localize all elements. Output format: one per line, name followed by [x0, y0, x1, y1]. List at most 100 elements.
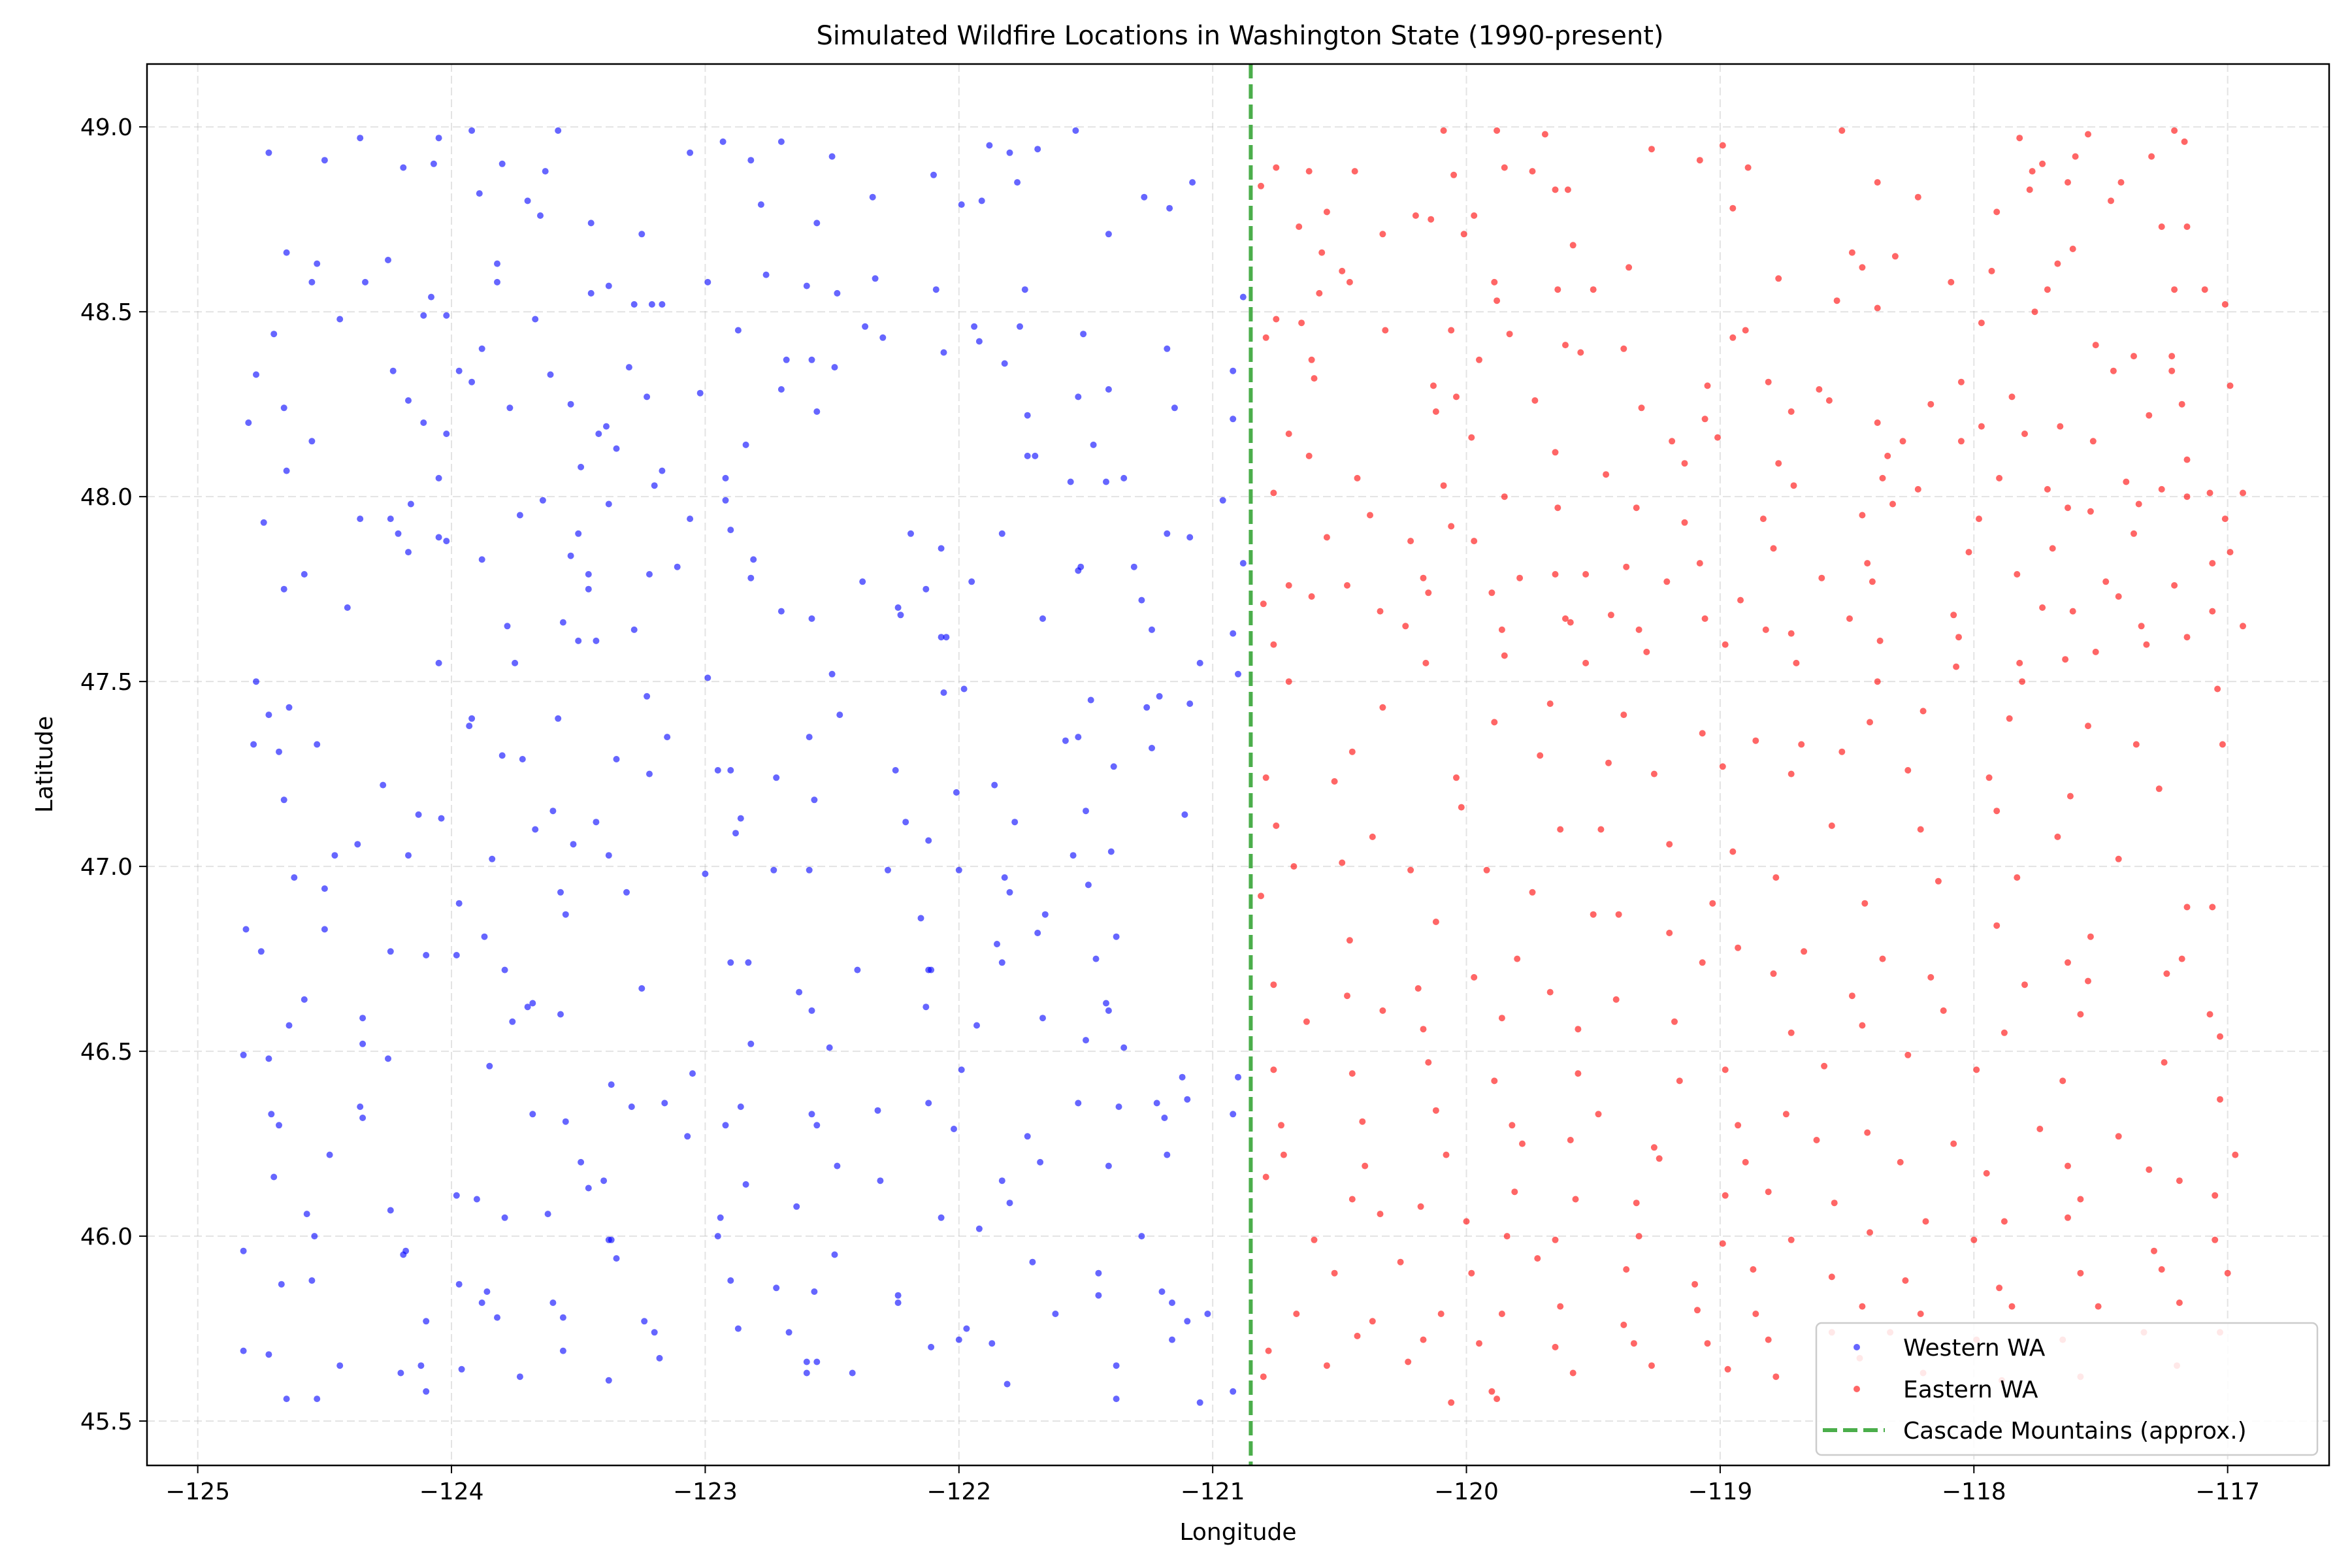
data-point [336, 1362, 344, 1369]
data-point [1189, 179, 1196, 186]
data-point [1612, 996, 1620, 1003]
data-point [826, 1044, 833, 1051]
data-point [1788, 1029, 1795, 1036]
data-point [674, 563, 681, 570]
data-point [1635, 626, 1642, 633]
data-point [544, 1211, 551, 1218]
data-point [2214, 685, 2221, 693]
data-point [1420, 574, 1427, 581]
data-point [1323, 534, 1330, 541]
data-point [1552, 571, 1559, 578]
data-point [1095, 1269, 1102, 1277]
data-point [1075, 1100, 1082, 1107]
data-point [1107, 848, 1115, 855]
data-point [587, 289, 595, 297]
data-point [813, 1122, 821, 1129]
plot-frame [146, 63, 2330, 1467]
data-point [1143, 704, 1151, 711]
data-point [630, 301, 638, 308]
data-point [494, 1314, 500, 1321]
data-point [1985, 774, 1993, 781]
data-point [1833, 297, 1840, 304]
data-point [1120, 474, 1128, 482]
data-point [2178, 955, 2185, 962]
data-point [1891, 253, 1899, 260]
data-point [796, 988, 803, 996]
data-point [1529, 168, 1536, 175]
data-point [478, 1299, 485, 1306]
data-point [2062, 656, 2069, 663]
data-point [1440, 482, 1447, 489]
data-point [1620, 345, 1627, 352]
data-point [1889, 500, 1896, 508]
data-point [417, 1362, 425, 1369]
data-point [1557, 1303, 1564, 1310]
data-point [1181, 811, 1188, 818]
data-point [308, 1277, 316, 1284]
data-point [785, 1329, 792, 1336]
data-point [2158, 1266, 2165, 1273]
data-point [1405, 1358, 1412, 1365]
data-point [1184, 1096, 1191, 1103]
data-point [1567, 1137, 1574, 1143]
data-point [1828, 1273, 1835, 1281]
data-point [2212, 1192, 2219, 1199]
data-point [357, 1103, 364, 1110]
data-point [1075, 734, 1082, 741]
data-point [1488, 589, 1495, 596]
data-point [1354, 1332, 1361, 1339]
data-point [1103, 1000, 1109, 1007]
data-point [2026, 186, 2033, 193]
data-point [2123, 478, 2130, 485]
data-point [1828, 822, 1835, 829]
data-point [1105, 386, 1112, 393]
data-point [1973, 1066, 1980, 1073]
data-point [2171, 127, 2178, 134]
data-point [1428, 216, 1435, 223]
data-point [1379, 231, 1386, 238]
data-point [925, 966, 932, 973]
data-point [2039, 604, 2046, 611]
data-point [859, 578, 866, 585]
data-point [1369, 1318, 1376, 1325]
data-point [2183, 456, 2191, 463]
data-point [1331, 1269, 1338, 1277]
data-point [2212, 1236, 2219, 1243]
data-point [2115, 593, 2122, 600]
data-point [2029, 168, 2036, 175]
data-point [1262, 334, 1269, 341]
data-point [1582, 659, 1590, 666]
data-point [253, 678, 259, 685]
data-point [1488, 1388, 1495, 1395]
data-point [1166, 204, 1173, 212]
data-point [1729, 848, 1737, 855]
data-point [321, 157, 328, 164]
data-point [777, 138, 785, 145]
data-point [559, 1347, 566, 1354]
data-point [1041, 911, 1049, 918]
data-point [286, 1022, 293, 1029]
data-point [542, 168, 549, 175]
data-point [2227, 382, 2234, 389]
data-point [2206, 1011, 2213, 1018]
y-tick-label: 47.0 [80, 854, 133, 881]
data-point [803, 282, 810, 289]
data-point [1169, 1299, 1175, 1306]
data-point [1848, 992, 1855, 1000]
data-point [1037, 1158, 1044, 1166]
data-point [953, 789, 960, 796]
data-point [280, 796, 287, 804]
data-point [625, 364, 632, 371]
data-point [1006, 149, 1013, 156]
data-point [1663, 578, 1671, 585]
data-point [1676, 1077, 1683, 1085]
data-point [1164, 1151, 1171, 1158]
data-point [549, 1299, 557, 1306]
data-point [468, 127, 476, 134]
data-point [1430, 382, 1437, 389]
legend-box [1815, 1322, 2319, 1456]
data-point [2168, 367, 2176, 374]
data-point [646, 770, 653, 777]
data-point [1476, 356, 1482, 363]
data-point [286, 704, 293, 711]
